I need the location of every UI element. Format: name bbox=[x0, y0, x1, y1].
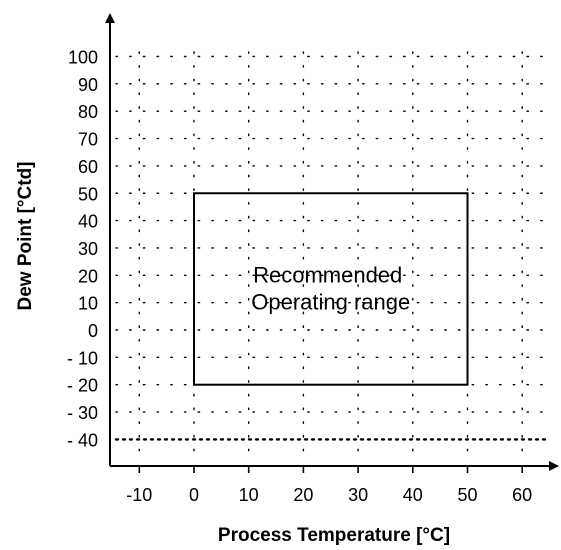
x-tick-label: 50 bbox=[457, 485, 477, 505]
y-tick-label: 30 bbox=[78, 239, 98, 259]
region-label: Recommended Operating range bbox=[251, 262, 410, 314]
y-tick-label: - 20 bbox=[67, 376, 98, 396]
x-tick-labels: -10 0 10 20 30 40 50 60 bbox=[126, 485, 532, 505]
y-tick-label: 20 bbox=[78, 266, 98, 286]
x-tick-label: 40 bbox=[403, 485, 423, 505]
region-label-line-2: Operating range bbox=[251, 290, 410, 315]
x-tick-marks bbox=[138, 466, 524, 473]
y-tick-label: 10 bbox=[78, 294, 98, 314]
x-axis-title: Process Temperature [°C] bbox=[218, 525, 450, 546]
y-tick-label: - 30 bbox=[67, 403, 98, 423]
y-tick-label: 70 bbox=[78, 130, 98, 150]
y-tick-label: 40 bbox=[78, 212, 98, 232]
y-axis-title: Dew Point [°Ctd] bbox=[15, 161, 36, 310]
y-tick-label: - 10 bbox=[67, 348, 98, 368]
x-tick-label: 60 bbox=[512, 485, 532, 505]
y-tick-label: 50 bbox=[78, 184, 98, 204]
y-tick-label: 100 bbox=[68, 48, 98, 68]
y-tick-label: 60 bbox=[78, 157, 98, 177]
region-label-line-1: Recommended bbox=[253, 262, 402, 287]
x-tick-label: 20 bbox=[293, 485, 313, 505]
x-tick-label: -10 bbox=[126, 485, 152, 505]
y-tick-label: 80 bbox=[78, 102, 98, 122]
grid-lines bbox=[114, 51, 550, 461]
x-tick-label: 10 bbox=[239, 485, 259, 505]
y-tick-label: 0 bbox=[88, 321, 98, 341]
x-tick-label: 0 bbox=[189, 485, 199, 505]
x-tick-label: 30 bbox=[348, 485, 368, 505]
y-tick-label: 90 bbox=[78, 75, 98, 95]
y-tick-label: - 40 bbox=[67, 430, 98, 450]
recommended-operating-range-box bbox=[193, 192, 469, 386]
